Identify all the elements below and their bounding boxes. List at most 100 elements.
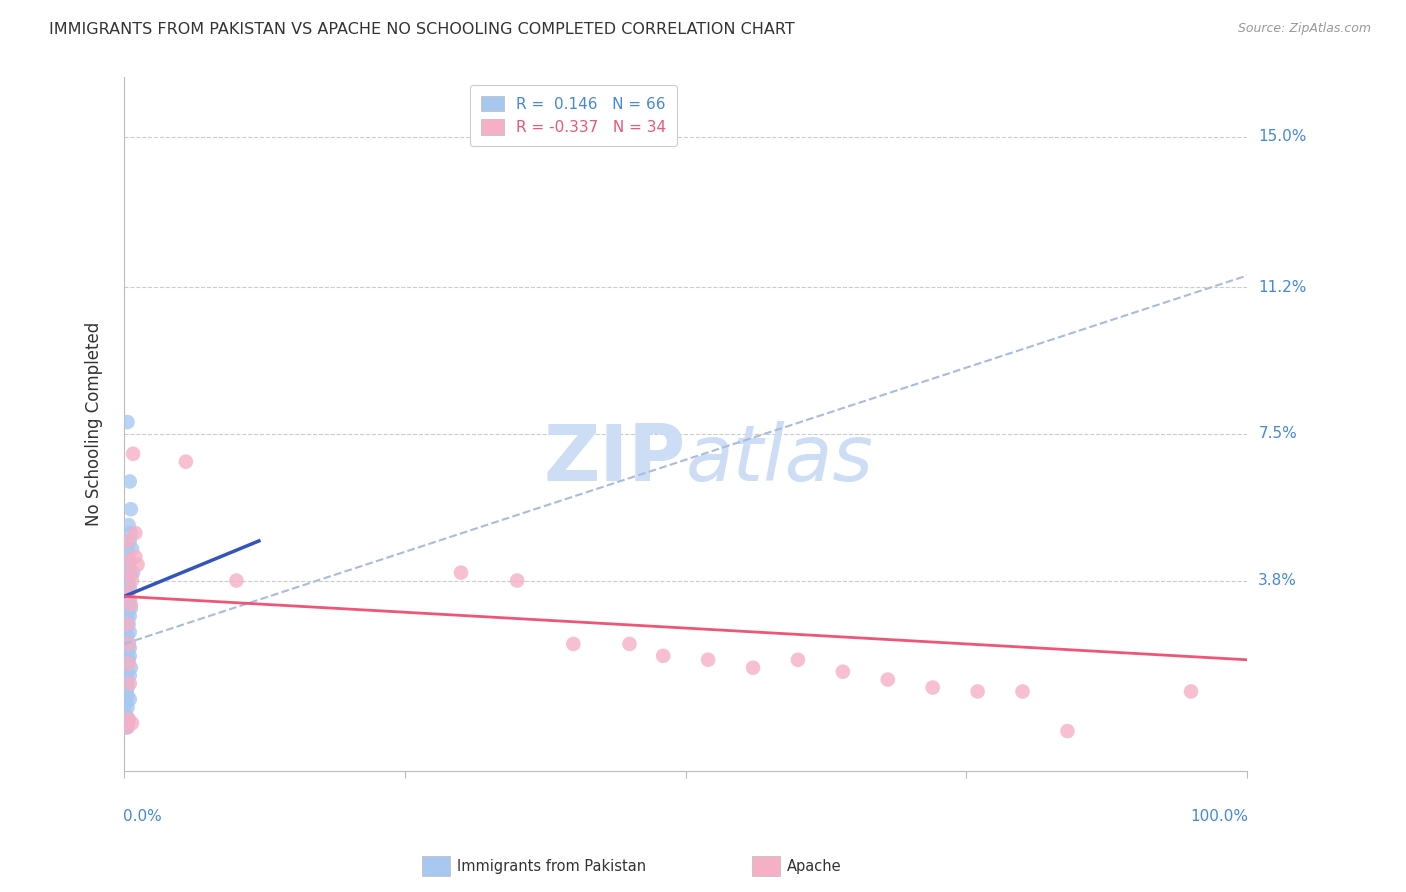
Point [118, 692, 141, 706]
Point [121, 716, 143, 731]
Point [124, 549, 146, 564]
Point [118, 566, 141, 580]
Point [1056, 724, 1078, 739]
Point [117, 533, 139, 548]
Point [115, 676, 138, 690]
Point [127, 558, 149, 572]
Point [118, 475, 141, 489]
Text: Immigrants from Pakistan: Immigrants from Pakistan [457, 859, 647, 873]
Point [117, 569, 139, 583]
Point [120, 566, 142, 580]
Point [117, 617, 139, 632]
Point [122, 447, 145, 461]
Point [120, 566, 142, 580]
Legend: R =  0.146   N = 66, R = -0.337   N = 34: R = 0.146 N = 66, R = -0.337 N = 34 [470, 85, 676, 146]
Point [921, 681, 943, 695]
Text: atlas: atlas [686, 421, 873, 497]
Point [124, 526, 146, 541]
Point [876, 673, 898, 687]
Point [115, 605, 138, 619]
Point [117, 541, 139, 556]
Point [115, 665, 138, 679]
Point [117, 665, 139, 679]
Point [118, 648, 141, 663]
Point [115, 712, 138, 726]
Point [117, 720, 139, 734]
Point [117, 716, 139, 731]
Point [117, 637, 139, 651]
Point [115, 621, 138, 635]
Point [120, 526, 142, 541]
Point [117, 716, 139, 731]
Point [562, 637, 585, 651]
Point [117, 574, 139, 588]
Text: 11.2%: 11.2% [1258, 280, 1306, 295]
Point [117, 681, 139, 695]
Text: IMMIGRANTS FROM PAKISTAN VS APACHE NO SCHOOLING COMPLETED CORRELATION CHART: IMMIGRANTS FROM PAKISTAN VS APACHE NO SC… [49, 22, 794, 37]
Point [1011, 684, 1033, 698]
Point [117, 617, 139, 632]
Point [117, 415, 139, 429]
Point [118, 554, 141, 568]
Point [117, 518, 139, 533]
Point [117, 689, 139, 703]
Point [225, 574, 247, 588]
Point [115, 720, 138, 734]
Point [115, 720, 138, 734]
Point [117, 601, 139, 615]
Text: 15.0%: 15.0% [1258, 129, 1306, 145]
Point [115, 597, 138, 611]
Point [117, 712, 139, 726]
Point [450, 566, 472, 580]
Text: ZIP: ZIP [543, 421, 686, 497]
Point [697, 653, 720, 667]
Point [117, 653, 139, 667]
Point [787, 653, 810, 667]
Point [118, 668, 141, 682]
Text: 100.0%: 100.0% [1191, 809, 1249, 824]
Point [117, 716, 139, 731]
Text: 0.0%: 0.0% [122, 809, 162, 824]
Point [117, 657, 139, 671]
Point [115, 657, 138, 671]
Point [120, 502, 142, 516]
Point [117, 585, 139, 599]
Point [115, 577, 138, 591]
Point [118, 625, 141, 640]
Point [117, 609, 139, 624]
Point [619, 637, 641, 651]
Point [115, 648, 138, 663]
Point [121, 574, 143, 588]
Point [120, 597, 142, 611]
Text: 7.5%: 7.5% [1258, 426, 1296, 442]
Point [115, 697, 138, 711]
Point [117, 577, 139, 591]
Point [117, 558, 139, 572]
Text: Apache: Apache [787, 859, 842, 873]
Point [121, 541, 143, 556]
Y-axis label: No Schooling Completed: No Schooling Completed [86, 322, 103, 526]
Point [120, 661, 142, 675]
Point [966, 684, 988, 698]
Point [118, 640, 141, 655]
Point [117, 569, 139, 583]
Point [117, 700, 139, 714]
Point [652, 648, 675, 663]
Point [115, 640, 138, 655]
Point [117, 590, 139, 604]
Point [118, 533, 141, 548]
Point [118, 609, 141, 624]
Point [117, 712, 139, 726]
Point [742, 661, 765, 675]
Point [117, 629, 139, 643]
Point [115, 708, 138, 723]
Text: 3.8%: 3.8% [1258, 573, 1298, 588]
Point [117, 637, 139, 651]
Point [118, 562, 141, 576]
Point [117, 673, 139, 687]
Point [117, 720, 139, 734]
Point [117, 645, 139, 659]
Point [831, 665, 853, 679]
Point [118, 582, 141, 596]
Point [1180, 684, 1202, 698]
